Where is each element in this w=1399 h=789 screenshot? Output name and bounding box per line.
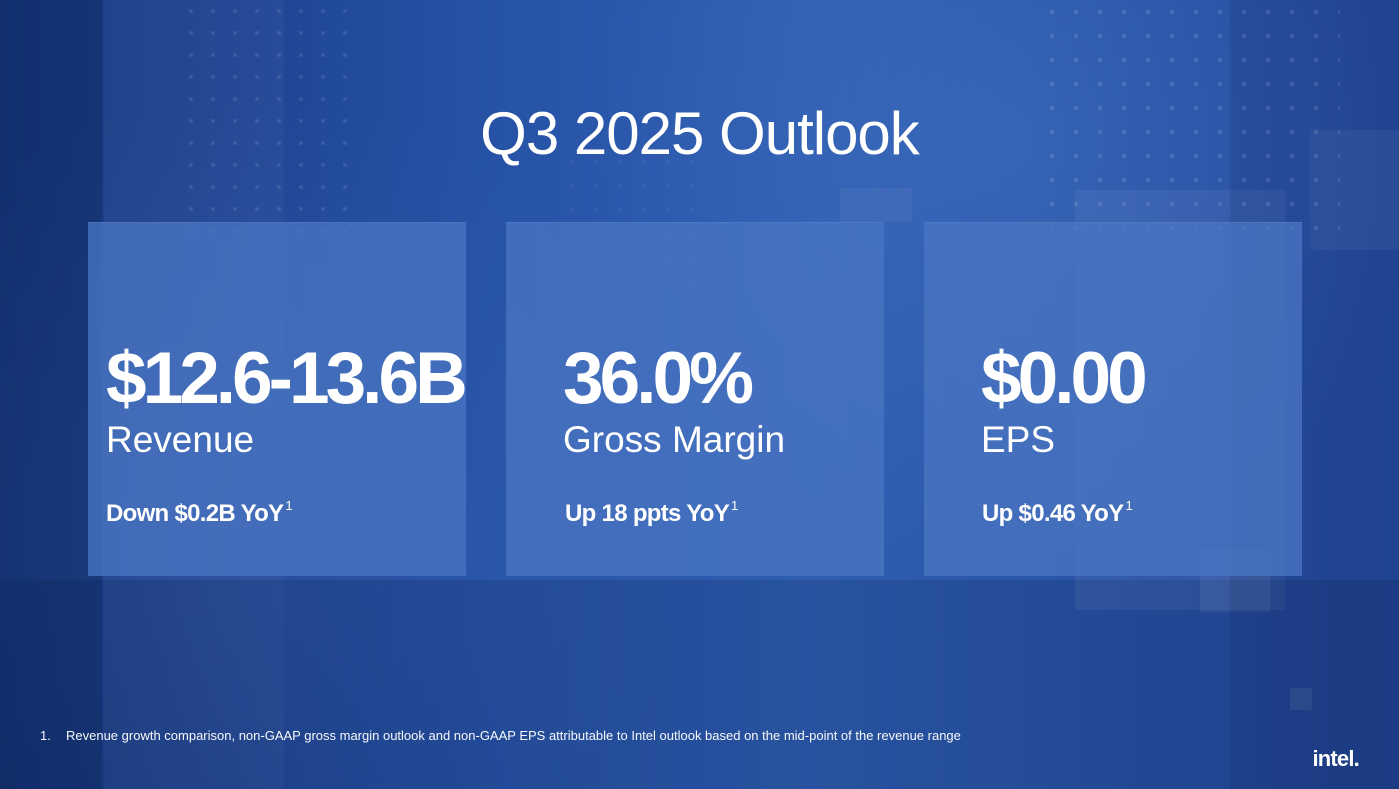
eps-change: Up $0.46 YoY 1	[982, 493, 1133, 529]
gross-margin-card: 36.0% Gross Margin Up 18 ppts YoY 1	[506, 222, 884, 576]
footnote: 1. Revenue growth comparison, non-GAAP gr…	[40, 727, 961, 744]
gross-margin-change: Up 18 ppts YoY 1	[565, 493, 738, 529]
eps-label: EPS	[981, 419, 1056, 460]
background-dot-grid-right	[1040, 0, 1340, 250]
background-accent	[840, 188, 912, 222]
intel-logo: intel.	[1312, 746, 1359, 771]
background-panel-left	[0, 0, 102, 789]
background-panel-corner	[1310, 130, 1399, 250]
background-bottom-band	[0, 580, 1399, 789]
revenue-label: Revenue	[106, 419, 255, 460]
gross-margin-label: Gross Margin	[563, 419, 786, 460]
revenue-value: $12.6-13.6B	[106, 338, 468, 419]
revenue-footnote-marker: 1	[285, 498, 292, 513]
gross-margin-footnote-marker: 1	[731, 498, 738, 513]
gross-margin-change-text: Up 18 ppts YoY	[565, 500, 730, 527]
background-square-small	[1290, 688, 1312, 710]
footnote-number: 1.	[40, 728, 51, 743]
revenue-change-text: Down $0.2B YoY	[106, 500, 284, 527]
eps-value: $0.00	[981, 338, 1148, 419]
background-dot-grid-left	[180, 0, 360, 250]
gross-margin-value: 36.0%	[563, 338, 754, 419]
eps-footnote-marker: 1	[1125, 498, 1132, 513]
eps-card: $0.00 EPS Up $0.46 YoY 1	[924, 222, 1302, 576]
footnote-text: Revenue growth comparison, non-GAAP gros…	[66, 728, 961, 743]
eps-change-text: Up $0.46 YoY	[982, 500, 1124, 527]
revenue-card: $12.6-13.6B Revenue Down $0.2B YoY 1	[88, 222, 468, 576]
slide-title: Q3 2025 Outlook	[480, 100, 920, 167]
revenue-change: Down $0.2B YoY 1	[106, 493, 293, 529]
